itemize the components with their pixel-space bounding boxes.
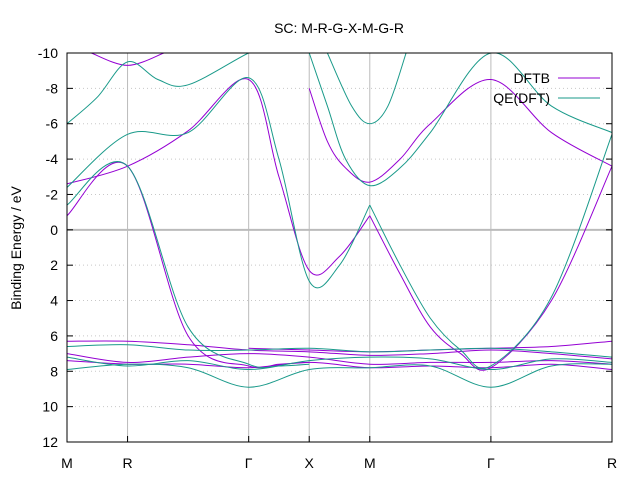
y-tick-label: 2 — [50, 257, 58, 273]
band-line — [308, 53, 612, 187]
y-tick-label: 12 — [42, 434, 58, 450]
band-line — [369, 134, 612, 369]
y-tick-label: -6 — [46, 116, 59, 132]
legend-label: DFTB — [513, 70, 550, 86]
y-tick-label: 0 — [50, 222, 58, 238]
kpoint-label: R — [607, 455, 617, 471]
chart-title: SC: M-R-G-X-M-G-R — [274, 20, 404, 36]
kpoint-label: M — [364, 455, 376, 471]
kpoint-label: X — [305, 455, 315, 471]
band-line — [308, 79, 612, 183]
plot-frame — [66, 52, 613, 443]
y-tick-label: -2 — [46, 186, 59, 202]
kpoint-label: M — [61, 455, 73, 471]
band-line — [67, 340, 612, 360]
y-tick-label: -10 — [38, 45, 58, 61]
band-line — [67, 161, 310, 369]
band-line — [67, 356, 612, 371]
legend: DFTB QE(DFT) — [493, 70, 600, 106]
y-tick-label: 4 — [50, 293, 58, 309]
kpoint-label: R — [122, 455, 132, 471]
band-line — [67, 363, 612, 388]
band-line — [67, 344, 612, 358]
y-axis-label: Binding Energy / eV — [8, 185, 24, 309]
legend-label: QE(DFT) — [493, 90, 550, 106]
kpoint-label: Γ — [487, 455, 495, 471]
band-line — [67, 78, 371, 276]
y-tick-label: 8 — [50, 363, 58, 379]
series-qe-dft- — [67, 53, 612, 388]
band-line — [67, 77, 371, 289]
band-line — [67, 353, 612, 365]
band-line — [326, 53, 407, 125]
band-line — [91, 53, 165, 66]
series-dftb — [67, 53, 612, 371]
y-tick-label: 6 — [50, 328, 58, 344]
y-tick-label: -4 — [46, 151, 59, 167]
y-tick-label: -8 — [46, 80, 59, 96]
band-lines — [67, 53, 612, 388]
grid — [67, 53, 612, 442]
y-tick-label: 10 — [42, 399, 58, 415]
band-line — [369, 165, 612, 371]
kpoint-label: Γ — [245, 455, 253, 471]
